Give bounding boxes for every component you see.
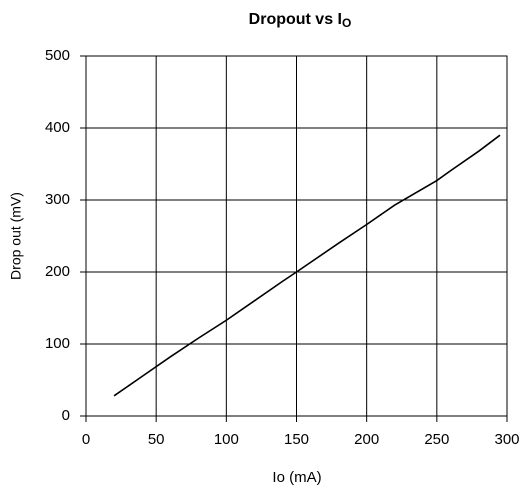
data-line xyxy=(113,134,501,397)
x-tick-label: 300 xyxy=(494,431,519,448)
x-axis-label: Io (mA) xyxy=(272,469,321,486)
x-tick-label: 50 xyxy=(148,431,165,448)
x-tick-label: 100 xyxy=(214,431,239,448)
title-main: Dropout vs I xyxy=(249,11,342,28)
y-axis-label: Drop out (mV) xyxy=(8,192,24,280)
y-tick-label: 0 xyxy=(62,407,70,424)
chart-title: Dropout vs IO xyxy=(249,11,352,30)
x-tick-label: 0 xyxy=(82,431,90,448)
y-tick-label: 400 xyxy=(45,119,70,136)
plot-frame xyxy=(85,55,508,417)
y-tick-label: 500 xyxy=(45,47,70,64)
y-tick-label: 300 xyxy=(45,191,70,208)
y-tick-label: 200 xyxy=(45,263,70,280)
title-subscript: O xyxy=(342,16,351,30)
y-tick-label: 100 xyxy=(45,335,70,352)
x-tick-label: 200 xyxy=(354,431,379,448)
x-tick-label: 150 xyxy=(284,431,309,448)
x-tick-label: 250 xyxy=(424,431,449,448)
